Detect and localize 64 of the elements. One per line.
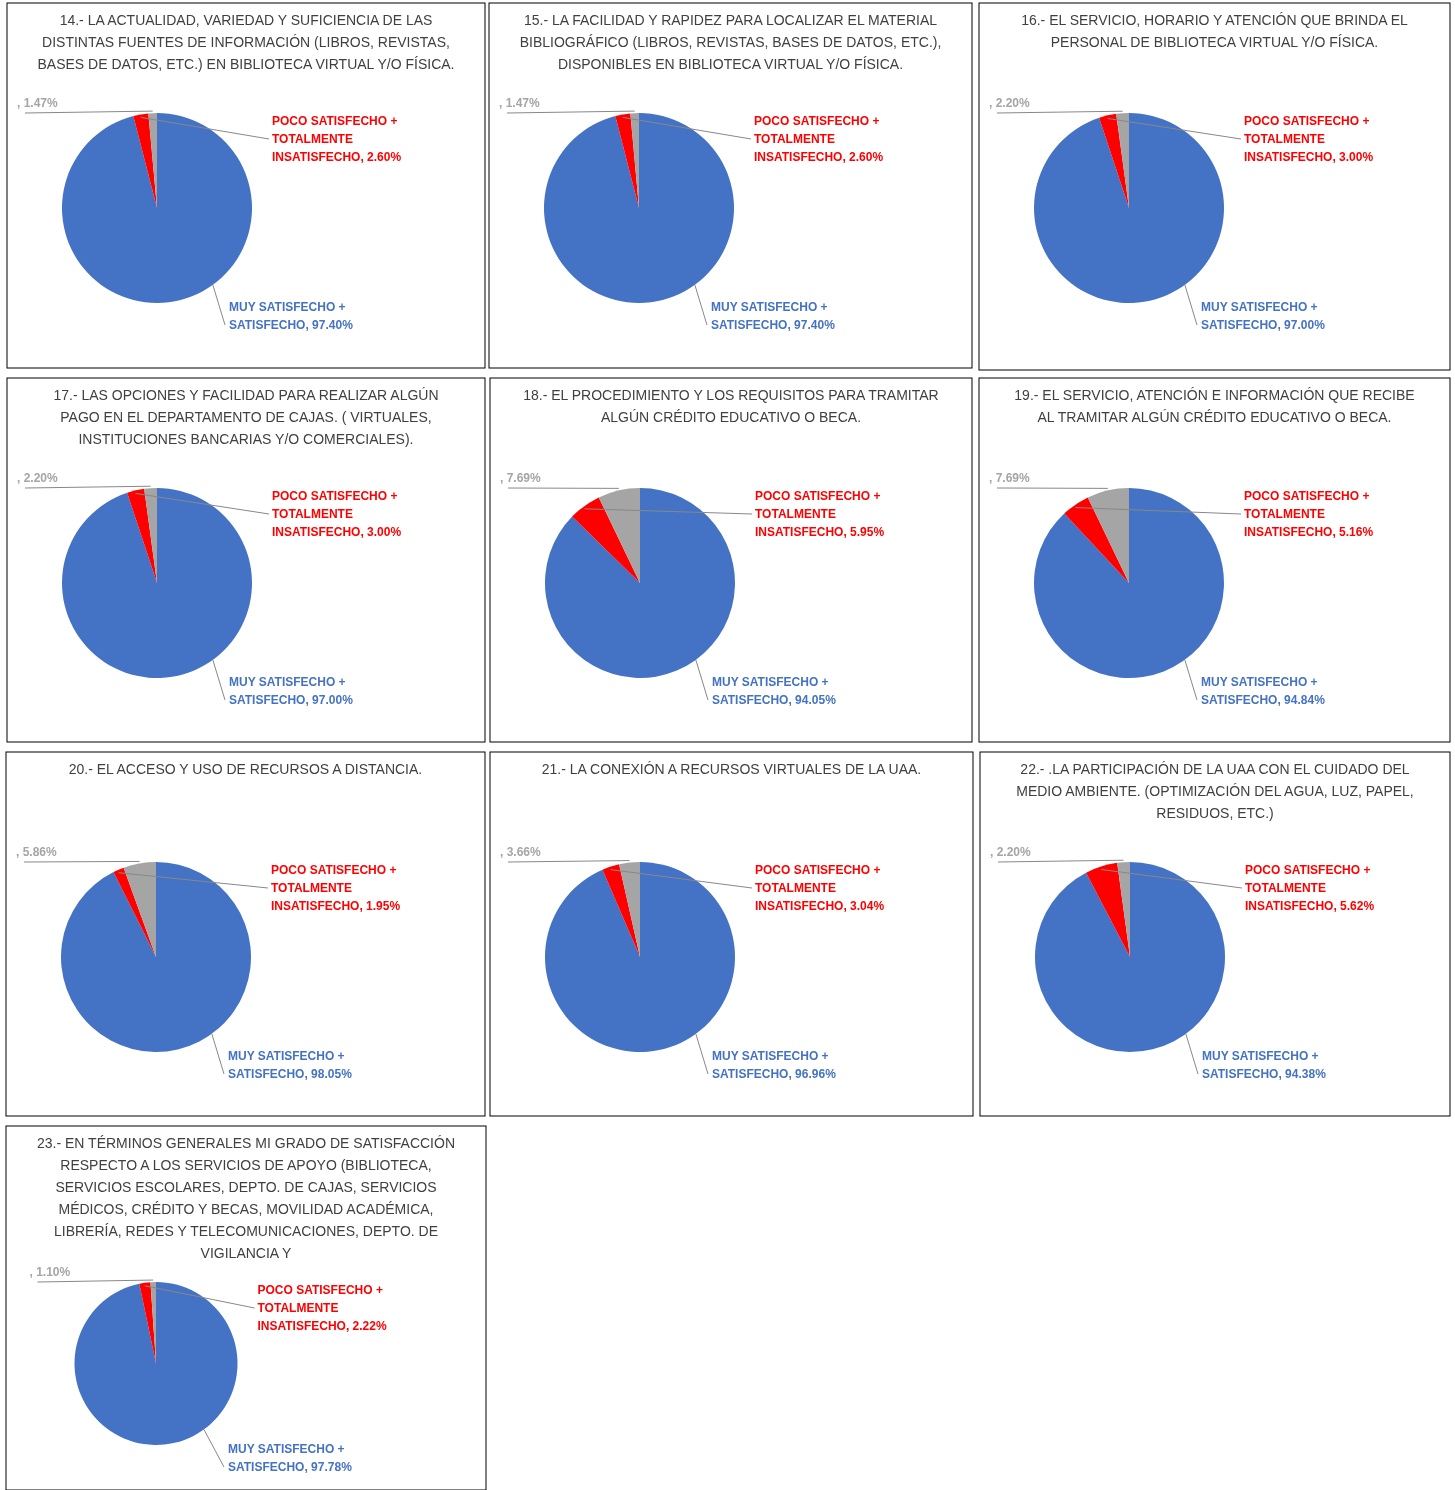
slice-label: POCO SATISFECHO + TOTALMENTE INSATISFECHO, 3.04% (755, 863, 885, 913)
slice-label: MUY SATISFECHO + SATISFECHO, 94.05% (712, 675, 837, 707)
pie-slice (619, 862, 640, 957)
slice-label: POCO SATISFECHO + TOTALMENTE INSATISFECHO, 5.16% (1244, 489, 1374, 539)
pie-slice (572, 497, 640, 583)
data-label: , 7.69% (500, 471, 542, 485)
slice-label: POCO SATISFECHO + TOTALMENTE INSATISFECHO, 2.60% (272, 114, 402, 164)
data-label: , 2.20% (990, 845, 1032, 859)
slice-label: POCO SATISFECHO + TOTALMENTE INSATISFECHO, 5.95% (755, 489, 885, 539)
pie-slice (615, 113, 639, 208)
slice-label: POCO SATISFECHO + TOTALMENTE INSATISFECHO, 1.95% (271, 863, 401, 913)
data-label: , 1.47% (17, 96, 59, 110)
slice-label: MUY SATISFECHO + SATISFECHO, 98.05% (228, 1049, 353, 1081)
pie-slice (61, 862, 251, 1052)
pie-slice (545, 862, 735, 1052)
pie-slice (74, 1282, 238, 1445)
slice-label: MUY SATISFECHO + SATISFECHO, 97.78% (228, 1442, 353, 1474)
slice-label: MUY SATISFECHO + SATISFECHO, 97.00% (229, 675, 354, 707)
pie-slice (133, 113, 157, 208)
chart-title: 14.- LA ACTUALIDAD, VARIEDAD Y SUFICIENCIA DE LAS DISTINTAS FUENTES DE INFORMACIÓN (LIBROS, REVISTAS, BASES DE DATOS, ETC.) EN BIBLIOTECA VIRTUAL Y/O FÍSICA. (37, 12, 455, 72)
slice-label: MUY SATISFECHO + SATISFECHO, 97.40% (711, 300, 836, 332)
chart-title: 17.- LAS OPCIONES Y FACILIDAD PARA REALIZAR ALGÚN PAGO EN EL DEPARTAMENTO DE CAJAS. ( VIRTUALES, INSTITUCIONES BANCARIAS Y/O COMERCIALES). (53, 387, 439, 447)
pie-slice (598, 488, 640, 583)
pie-slice (1086, 862, 1130, 957)
pie-slice (123, 862, 156, 957)
data-label: , 3.66% (500, 845, 542, 859)
data-label: , 1.47% (499, 96, 541, 110)
pie-slice (62, 488, 252, 678)
slice-label: POCO SATISFECHO + TOTALMENTE INSATISFECHO, 2.22% (257, 1283, 387, 1333)
pie-slice (113, 867, 156, 957)
data-label: , 5.86% (16, 845, 58, 859)
chart-title: 15.- LA FACILIDAD Y RAPIDEZ PARA LOCALIZAR EL MATERIAL BIBLIOGRÁFICO (LIBROS, REVISTAS, BASES DE DATOS, ETC.), DISPONIBLES EN BIBLIOTECA VIRTUAL Y/O FÍSICA. (519, 12, 942, 72)
pie-slice (1064, 497, 1129, 583)
slice-label: POCO SATISFECHO + TOTALMENTE INSATISFECHO, 5.62% (1245, 863, 1375, 913)
pie-slice (62, 113, 252, 303)
pie-slice (1034, 113, 1224, 303)
chart-title: 20.- EL ACCESO Y USO DE RECURSOS A DISTANCIA. (68, 761, 423, 777)
chart-title: 18.- EL PROCEDIMIENTO Y LOS REQUISITOS PARA TRAMITAR ALGÚN CRÉDITO EDUCATIVO O BECA. (523, 387, 939, 425)
slice-label: MUY SATISFECHO + SATISFECHO, 97.00% (1201, 300, 1326, 332)
data-label: , 1.10% (29, 1265, 71, 1279)
data-label: , 2.20% (17, 471, 59, 485)
slice-label: MUY SATISFECHO + SATISFECHO, 96.96% (712, 1049, 837, 1081)
slice-label: POCO SATISFECHO + TOTALMENTE INSATISFECHO, 3.00% (1244, 114, 1374, 164)
pie-slice (1034, 488, 1224, 678)
slice-label: MUY SATISFECHO + SATISFECHO, 94.38% (1202, 1049, 1327, 1081)
data-label: , 7.69% (989, 471, 1031, 485)
pie-slice (1099, 113, 1129, 208)
pie-slice (127, 488, 157, 583)
chart-title: 16.- EL SERVICIO, HORARIO Y ATENCIÓN QUE BRINDA EL PERSONAL DE BIBLIOTECA VIRTUAL Y/O FÍSICA. (1021, 12, 1409, 50)
slice-label: MUY SATISFECHO + SATISFECHO, 94.84% (1201, 675, 1326, 707)
slice-label: POCO SATISFECHO + TOTALMENTE INSATISFECHO, 2.60% (754, 114, 884, 164)
pie-slice (1035, 862, 1225, 1052)
pie-slice (1087, 488, 1129, 583)
chart-title: 19.- EL SERVICIO, ATENCIÓN E INFORMACIÓN QUE RECIBE AL TRAMITAR ALGÚN CRÉDITO EDUCATIVO O BECA. (1014, 387, 1415, 425)
pie-slice (602, 864, 640, 957)
chart-title: 21.- LA CONEXIÓN A RECURSOS VIRTUALES DE LA UAA. (541, 761, 922, 777)
pie-slice (544, 113, 734, 303)
chart-title: 23.- EN TÉRMINOS GENERALES MI GRADO DE SATISFACCIÓN RESPECTO A LOS SERVICIOS DE APOYO (BIBLIOTECA, SERVICIOS ESCOLARES, DEPTO. DE CAJAS, SERVICIOS MÉDICOS, CRÉDITO Y BECAS, MOVILIDAD ACADÉMICA, LIBRERÍA, REDES Y TELECOMUNICACIONES, DEPTO. DE VIGILANCIA Y (36, 1135, 456, 1261)
slice-label: MUY SATISFECHO + SATISFECHO, 97.40% (229, 300, 354, 332)
pie-slice (545, 488, 735, 678)
chart-title: 22.- .LA PARTICIPACIÓN DE LA UAA CON EL CUIDADO DEL MEDIO AMBIENTE. (OPTIMIZACIÓN DEL AGUA, LUZ, PAPEL, RESIDUOS, ETC.) (1016, 761, 1414, 821)
slice-label: POCO SATISFECHO + TOTALMENTE INSATISFECHO, 3.00% (272, 489, 402, 539)
pie-slice (139, 1282, 156, 1364)
data-label: , 2.20% (989, 96, 1031, 110)
